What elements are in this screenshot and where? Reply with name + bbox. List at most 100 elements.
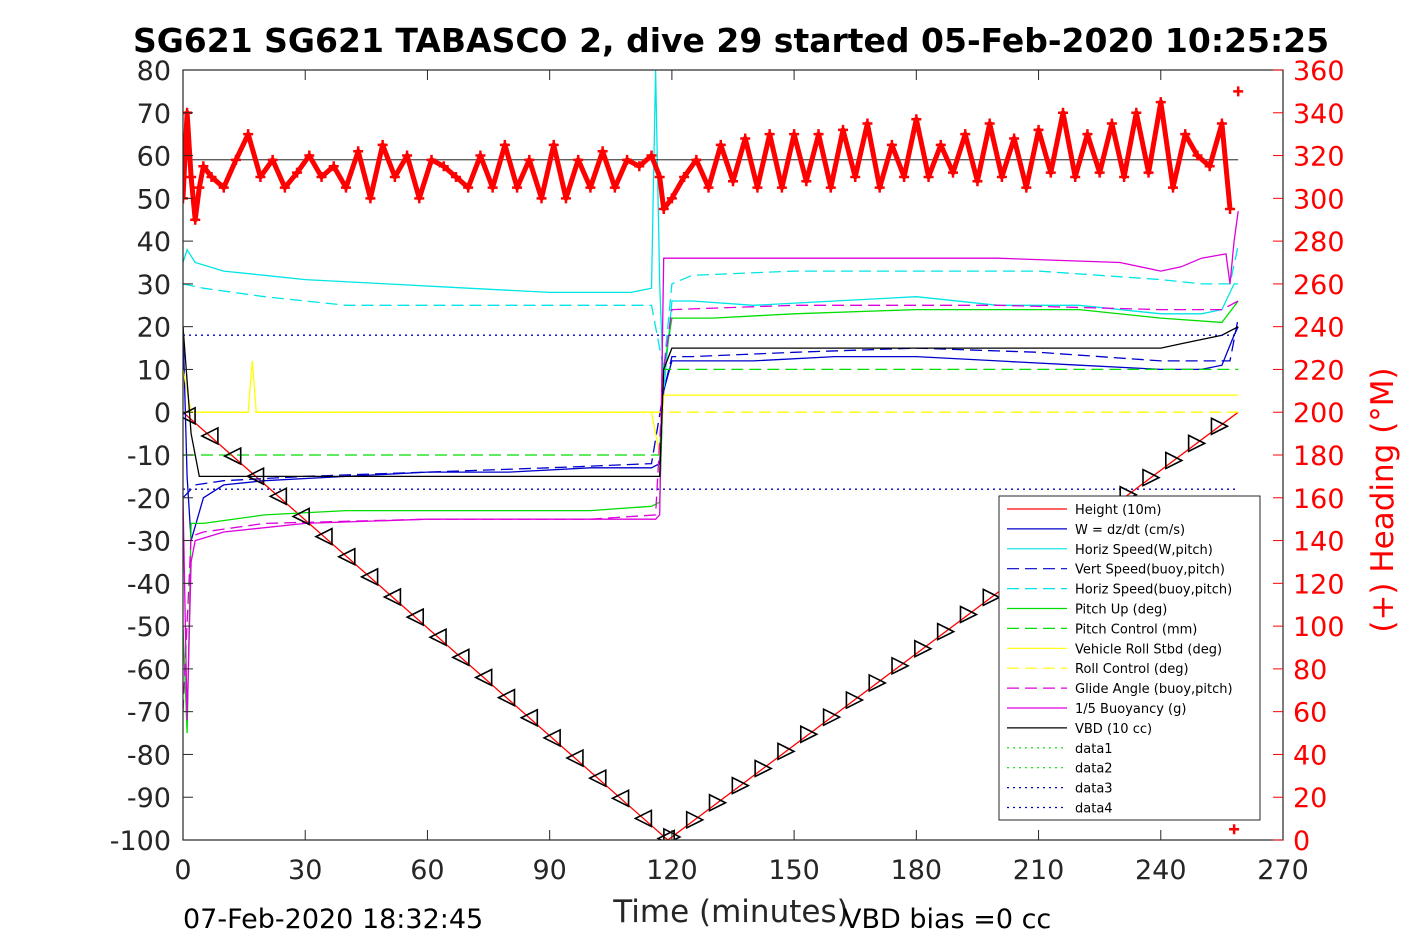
heading-point (789, 129, 800, 140)
heading-point (1204, 161, 1215, 172)
heading-point (752, 182, 763, 193)
heading-point (230, 154, 241, 165)
heading-point (365, 193, 376, 204)
height-marker (519, 708, 539, 728)
x-tick-label: 0 (174, 855, 191, 886)
heading-point (548, 139, 559, 150)
heading-point (923, 171, 934, 182)
y-tick-label: -90 (127, 783, 171, 814)
heading-point (438, 161, 449, 172)
y-tick-label: -50 (127, 612, 171, 643)
heading-point (886, 139, 897, 150)
heading-point (499, 139, 510, 150)
x-tick-label: 180 (891, 855, 943, 886)
series-line-12 (183, 326, 1239, 478)
heading-point (634, 161, 645, 172)
heading-point (267, 154, 278, 165)
height-marker (982, 588, 1002, 607)
y-axis-right-label: (+) Heading (°M) (1365, 367, 1401, 632)
height-marker (891, 656, 910, 676)
y-tick-label: -100 (110, 826, 171, 857)
x-axis-label: Time (minutes) (612, 894, 848, 930)
height-marker (868, 673, 888, 693)
legend-label: Glide Angle (buoy,pitch) (1075, 682, 1233, 697)
y-tick-label: -10 (127, 441, 171, 472)
height-marker (1142, 468, 1161, 487)
heading-point (1131, 107, 1142, 118)
heading-point (691, 154, 702, 165)
series-line-10 (183, 300, 1239, 712)
y-tick-label: -30 (127, 527, 171, 558)
height-marker (382, 587, 402, 607)
height-marker (405, 607, 425, 627)
y-right-tick-label: 260 (1293, 270, 1345, 301)
heading-point (597, 146, 608, 157)
heading-point (536, 193, 547, 204)
y-right-tick-label: 80 (1293, 655, 1327, 686)
height-marker (936, 622, 956, 641)
heading-point (646, 150, 657, 161)
heading-point (1229, 824, 1240, 835)
heading-point (825, 182, 836, 193)
y-right-tick-label: 160 (1293, 484, 1345, 515)
heading-point (279, 182, 290, 193)
heading-point (389, 171, 400, 182)
height-marker (359, 567, 379, 587)
height-marker (587, 768, 607, 788)
height-marker (610, 789, 630, 808)
x-tick-label: 210 (1013, 855, 1065, 886)
heading-point (255, 171, 266, 182)
height-marker (336, 547, 356, 567)
y-tick-label: 0 (154, 398, 171, 429)
y-tick-label: 40 (137, 227, 171, 258)
heading-point (899, 171, 910, 182)
y-right-tick-label: 220 (1293, 355, 1345, 386)
heading-point (935, 139, 946, 150)
legend-label: Vehicle Roll Stbd (deg) (1075, 642, 1222, 657)
heading-point (1082, 129, 1093, 140)
height-marker (496, 688, 516, 707)
y-right-tick-label: 300 (1293, 184, 1345, 215)
height-marker (777, 742, 796, 761)
y-right-tick-label: 180 (1293, 441, 1345, 472)
y-right-tick-label: 40 (1293, 740, 1327, 771)
y-tick-label: 70 (137, 99, 171, 130)
height-marker (656, 829, 675, 840)
legend-label: data3 (1075, 782, 1113, 797)
heading-point (1119, 171, 1130, 182)
heading-trace (183, 99, 1233, 223)
heading-point (292, 167, 303, 178)
height-marker (822, 707, 842, 727)
y-tick-label: 50 (137, 184, 171, 215)
y-tick-label: -20 (127, 484, 171, 515)
legend-label: Pitch Control (mm) (1075, 622, 1197, 637)
heading-point (560, 193, 571, 204)
legend-label: data1 (1075, 742, 1113, 757)
height-marker (222, 446, 242, 466)
heading-point (1233, 86, 1244, 97)
y-tick-label: -80 (127, 740, 171, 771)
heading-point (1180, 129, 1191, 140)
y-right-tick-label: 20 (1293, 783, 1327, 814)
y-axis-left: 80 70 60 50 40 30 20 10 0 -10 -20 -30 -40 -50 -60 -70 -8… (110, 56, 193, 857)
heading-point (703, 182, 714, 193)
heading-point (340, 182, 351, 193)
heading-layer (183, 86, 1244, 835)
y-right-tick-label: 140 (1293, 527, 1345, 558)
y-right-tick-label: 360 (1293, 56, 1345, 87)
height-marker (754, 759, 773, 778)
heading-point (450, 171, 461, 182)
series-line-3 (183, 70, 1239, 391)
y-right-tick-label: 280 (1293, 227, 1345, 258)
y-right-tick-label: 60 (1293, 698, 1327, 729)
series-line-4 (183, 317, 1239, 499)
height-marker (291, 507, 310, 526)
y-tick-label: 10 (137, 355, 171, 386)
heading-point (1070, 171, 1081, 182)
height-marker (731, 776, 751, 795)
y-right-tick-label: 240 (1293, 313, 1345, 344)
heading-point (1094, 167, 1105, 178)
x-tick-label: 60 (410, 855, 444, 886)
heading-point (487, 182, 498, 193)
